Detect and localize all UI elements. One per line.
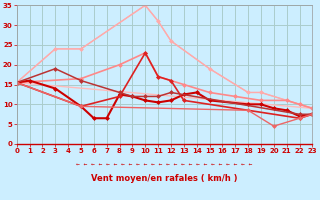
X-axis label: Vent moyen/en rafales ( km/h ): Vent moyen/en rafales ( km/h ) <box>91 174 238 183</box>
Text: ← ← ← ← ← ← ← ← ← ← ← ← ← ← ← ← ← ← ← ← ← ← ← ←: ← ← ← ← ← ← ← ← ← ← ← ← ← ← ← ← ← ← ← ← … <box>76 162 253 167</box>
